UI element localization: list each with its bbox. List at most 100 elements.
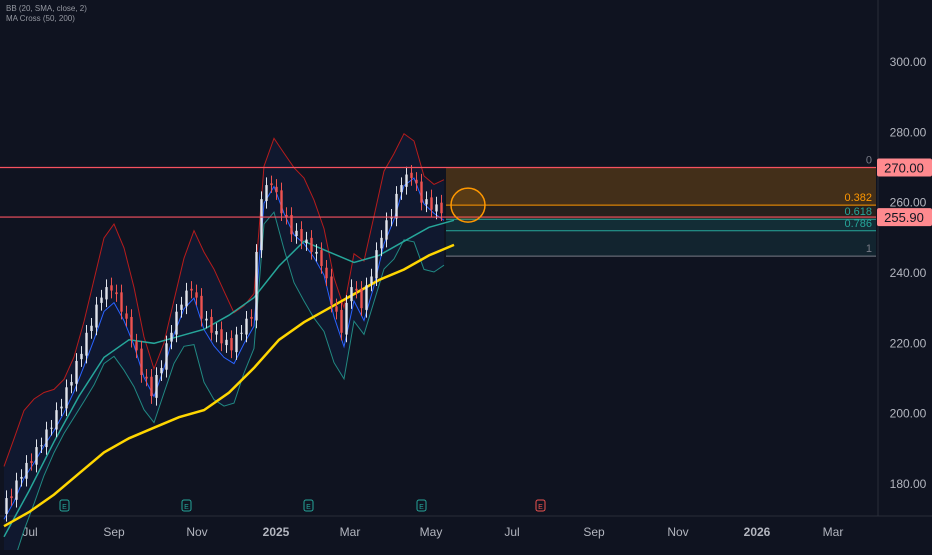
candle-body [160, 367, 163, 374]
candle-body [260, 199, 263, 251]
candle-body [40, 445, 43, 447]
candle-body [230, 338, 233, 351]
candle-body [295, 230, 298, 237]
candle-body [210, 316, 213, 333]
candle-body [365, 285, 368, 310]
earnings-marker-label: E [62, 504, 67, 511]
candle-body [335, 306, 338, 312]
candle-body [280, 190, 283, 214]
candle-body [30, 461, 33, 463]
candle-body [110, 285, 113, 291]
candle-body [125, 313, 128, 319]
fib-level-label: 1 [866, 243, 872, 255]
candle-body [95, 304, 98, 328]
fib-level-label: 0.786 [844, 218, 872, 230]
candle-body [70, 382, 73, 386]
candle-body [85, 332, 88, 356]
candle-body [350, 287, 353, 302]
candle-body [330, 276, 333, 305]
candle-body [115, 292, 118, 295]
candle-body [10, 496, 13, 499]
y-tick-label: 260.00 [890, 196, 927, 210]
candle-body [385, 220, 388, 240]
candle-body [55, 410, 58, 430]
x-tick-label: Mar [340, 525, 361, 539]
candle-body [150, 376, 153, 397]
earnings-icon[interactable] [181, 499, 192, 512]
candle-body [205, 318, 208, 321]
price-label: 255.90 [884, 210, 924, 225]
candle-body [245, 318, 248, 335]
candle-body [100, 297, 103, 303]
candle-body [380, 237, 383, 249]
candle-body [155, 374, 158, 398]
candle-body [300, 229, 303, 242]
candle-body [375, 250, 378, 279]
candle-body [130, 316, 133, 340]
candle-body [75, 360, 78, 384]
bb-upper-band [3, 132, 445, 467]
y-tick-label: 180.00 [890, 477, 927, 491]
earnings-icon[interactable] [303, 499, 314, 512]
legend-bb[interactable]: BB (20, SMA, close, 2) [6, 4, 87, 13]
y-tick-label: 300.00 [890, 55, 927, 69]
earnings-icon[interactable] [535, 499, 546, 512]
earnings-icon[interactable] [59, 499, 70, 512]
x-tick-label: Jul [22, 525, 37, 539]
candle-body [175, 311, 178, 335]
candle-body [140, 348, 143, 375]
candle-body [355, 288, 358, 291]
candle-body [60, 406, 63, 409]
ma50-line [3, 219, 455, 538]
fib-zone [446, 219, 876, 231]
candle-body [405, 174, 408, 187]
earnings-marker-label: E [538, 504, 543, 511]
candle-body [440, 202, 443, 214]
x-tick-label: Jul [504, 525, 519, 539]
candle-body [235, 334, 238, 353]
x-tick-label: 2026 [744, 525, 771, 539]
candle-body [25, 462, 28, 479]
candle-body [220, 329, 223, 344]
price-label: 270.00 [884, 161, 924, 176]
candle-body [195, 292, 198, 298]
fib-level-label: 0.382 [844, 192, 872, 204]
candle-body [310, 237, 313, 252]
candle-body [120, 292, 123, 312]
candle-body [65, 387, 68, 409]
x-tick-label: Sep [103, 525, 125, 539]
candle-body [135, 341, 138, 351]
candle-body [145, 376, 148, 379]
y-tick-label: 280.00 [890, 125, 927, 139]
fib-zone [446, 167, 876, 206]
candle-body [285, 214, 288, 217]
earnings-icon[interactable] [416, 499, 427, 512]
fib-zone [446, 205, 876, 220]
candle-body [165, 343, 168, 370]
candle-body [290, 214, 293, 235]
bb-fill [4, 133, 444, 555]
x-tick-label: Nov [667, 525, 688, 539]
candle-body [340, 309, 343, 333]
candle-body [425, 199, 428, 205]
x-tick-label: Sep [583, 525, 605, 539]
candle-body [50, 427, 53, 429]
legend-ma-cross[interactable]: MA Cross (50, 200) [6, 14, 75, 23]
candle-body [45, 429, 48, 448]
candle-body [420, 181, 423, 203]
x-tick-label: 2025 [263, 525, 290, 539]
candle-body [170, 332, 173, 342]
candle-body [415, 179, 418, 184]
candle-body [190, 288, 193, 291]
candle-body [255, 251, 258, 321]
highlight-circle [450, 187, 486, 223]
candle-body [275, 186, 278, 193]
candle-body [265, 185, 268, 201]
fib-zone [446, 230, 876, 257]
earnings-marker-label: E [306, 504, 311, 511]
candle-body [35, 447, 38, 465]
candle-body [80, 353, 83, 360]
y-tick-label: 200.00 [890, 407, 927, 421]
